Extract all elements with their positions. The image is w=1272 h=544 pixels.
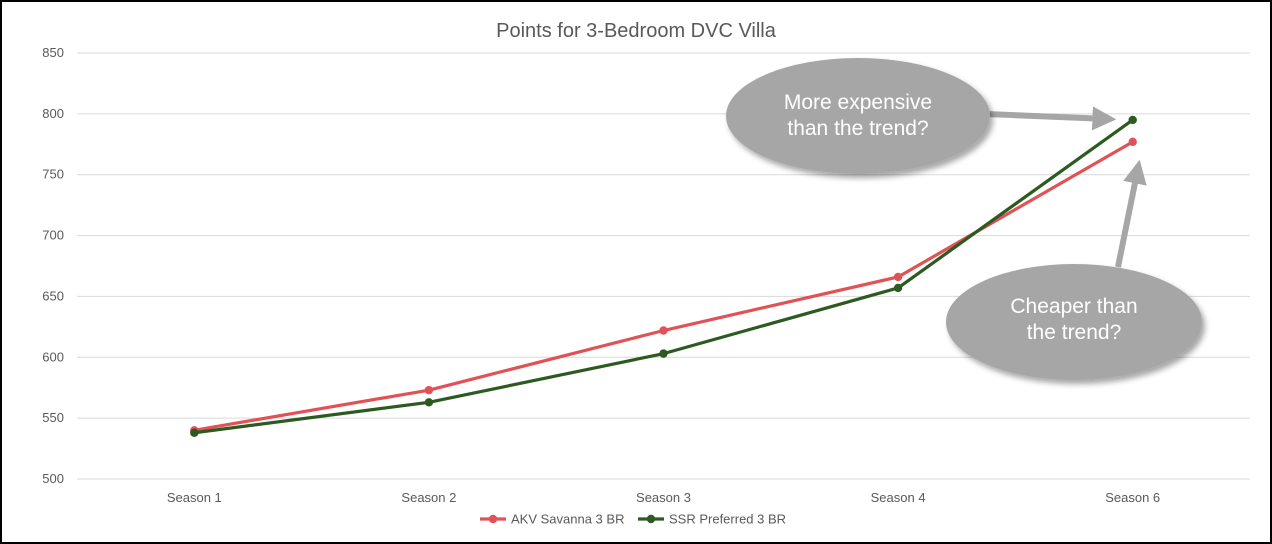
series-2 <box>190 115 1137 437</box>
x-tick-label: Season 3 <box>636 490 691 505</box>
callout-bubble-more-expensive <box>726 58 990 174</box>
y-tick-label: 650 <box>42 288 64 303</box>
x-tick-label: Season 1 <box>167 490 222 505</box>
y-tick-label: 500 <box>42 471 64 486</box>
series-line <box>192 118 1135 435</box>
x-tick-label: Season 2 <box>401 490 456 505</box>
callout-arrow-more-expensive <box>985 106 1117 131</box>
y-tick-label: 750 <box>42 167 64 182</box>
data-point <box>893 272 903 282</box>
legend-label: SSR Preferred 3 BR <box>669 512 786 527</box>
x-tick-label: Season 4 <box>871 490 926 505</box>
callout-text-line-1: Cheaper than <box>1010 295 1137 318</box>
callout-text-line-1: More expensive <box>784 91 932 114</box>
x-tick-label: Season 6 <box>1105 490 1160 505</box>
data-point <box>893 283 903 293</box>
chart-title: Points for 3-Bedroom DVC Villa <box>496 20 777 42</box>
data-point <box>659 326 668 335</box>
data-point <box>424 398 434 407</box>
x-axis-ticks: Season 1 Season 2 Season 3 Season 4 Season 6 <box>167 490 1160 505</box>
callout-text-line-2: the trend? <box>1027 321 1122 344</box>
y-tick-label: 550 <box>42 410 64 425</box>
callout-arrow-cheaper <box>1115 159 1147 268</box>
legend-label: AKV Savanna 3 BR <box>511 512 624 527</box>
legend: AKV Savanna 3 BR SSR Preferred 3 BR <box>480 512 786 527</box>
y-tick-label: 700 <box>42 228 64 243</box>
y-tick-label: 600 <box>42 349 64 364</box>
y-tick-label: 800 <box>42 106 64 121</box>
callout-text-line-2: than the trend? <box>787 117 928 140</box>
data-point <box>424 385 434 395</box>
y-tick-label: 850 <box>42 45 64 60</box>
y-axis-ticks: 500 550 600 650 700 750 800 850 <box>42 45 64 486</box>
annotations: More expensive than the trend? Cheaper t… <box>726 58 1202 380</box>
legend-marker <box>646 514 656 524</box>
legend-item: AKV Savanna 3 BR <box>480 512 624 527</box>
legend-item: SSR Preferred 3 BR <box>638 512 786 527</box>
series-lines <box>190 115 1137 437</box>
data-point <box>190 428 199 437</box>
callout-cheaper: Cheaper than the trend? <box>946 159 1202 380</box>
callout-more-expensive: More expensive than the trend? <box>726 58 1117 174</box>
data-point <box>659 349 668 358</box>
data-point <box>1128 115 1137 125</box>
data-point <box>1128 137 1137 147</box>
callout-bubble-cheaper <box>946 264 1202 380</box>
legend-marker <box>488 514 498 524</box>
